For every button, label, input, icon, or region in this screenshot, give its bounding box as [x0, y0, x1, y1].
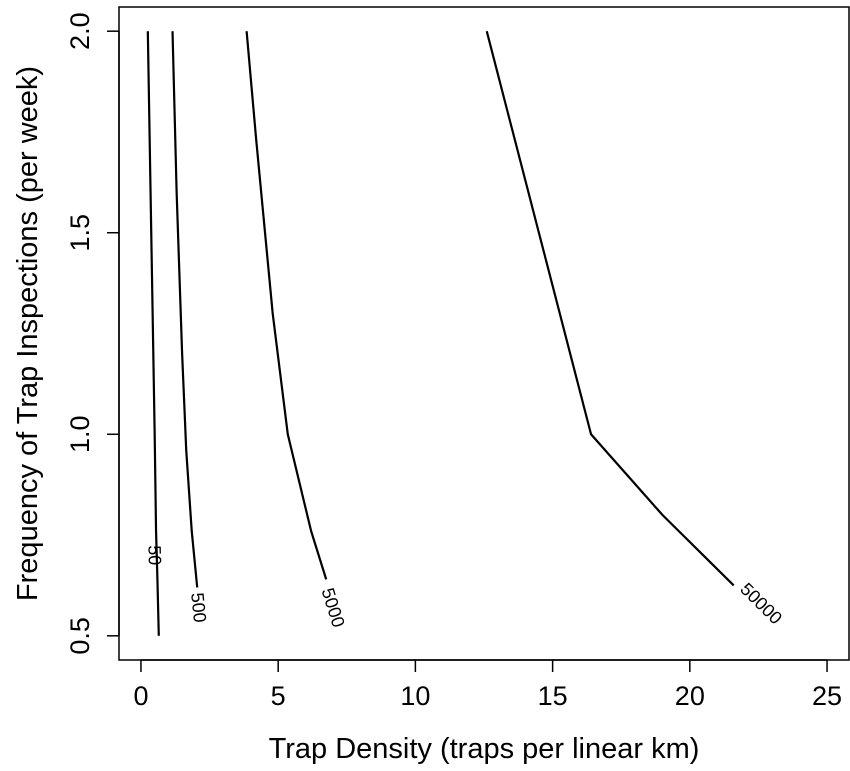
y-axis: 0.5 1.0 1.5 2.0 [65, 12, 120, 655]
y-tick-label: 0.5 [65, 617, 95, 655]
x-tick-label: 0 [133, 681, 148, 711]
contour-5000: 5000 [245, 31, 349, 630]
x-tick-label: 20 [675, 681, 705, 711]
contour-line [171, 31, 199, 588]
x-axis-title: Trap Density (traps per linear km) [269, 733, 700, 765]
y-axis-title: Frequency of Trap Inspections (per week) [12, 66, 44, 601]
contour-label: 5000 [318, 586, 349, 630]
x-tick-label: 5 [271, 681, 286, 711]
plot-frame [118, 6, 850, 661]
contour-line [146, 31, 160, 636]
x-tick-label: 25 [812, 681, 842, 711]
x-tick-label: 15 [538, 681, 568, 711]
x-axis: 0 5 10 15 20 25 [133, 659, 842, 711]
x-tick-label: 10 [400, 681, 430, 711]
y-tick-label: 1.5 [65, 214, 95, 252]
contour-line [485, 30, 735, 587]
contour-line [245, 31, 328, 580]
y-tick-label: 2.0 [65, 12, 95, 50]
contour-lines: 50 500 5000 50000 [144, 30, 786, 636]
contour-label: 50 [144, 545, 164, 566]
contour-label: 500 [187, 592, 210, 624]
y-tick-label: 1.0 [65, 415, 95, 453]
contour-50000: 50000 [485, 30, 786, 628]
contour-label: 50000 [736, 579, 786, 628]
contour-500: 500 [171, 31, 210, 624]
contour-50: 50 [144, 31, 165, 636]
